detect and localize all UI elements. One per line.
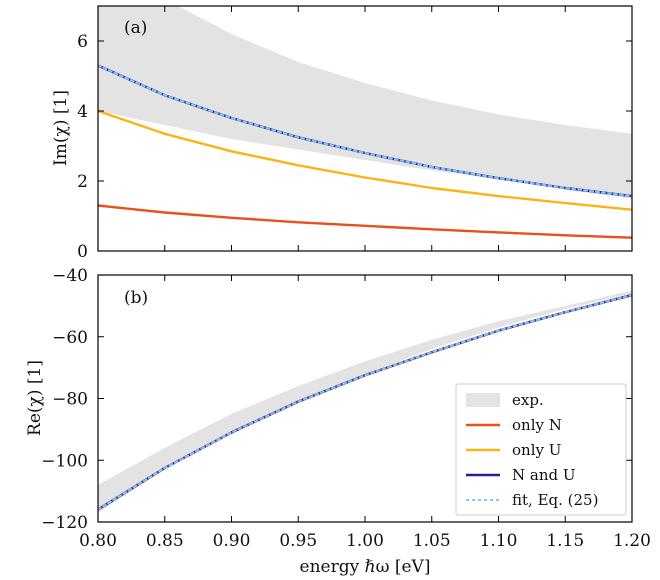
panel-b-ylabel: Re(χ) [1] [25, 360, 45, 436]
panel-b-ytick-label: −60 [52, 328, 88, 348]
panel-a-ylabel: Im(χ) [1] [51, 90, 71, 166]
legend-box [455, 383, 627, 516]
panel-b-xtick-label: 1.20 [613, 531, 651, 551]
panel-b-xtick-label: 1.05 [413, 531, 451, 551]
panel-b: 0.80 0.85 0.90 0.95 1.00 1.05 1.10 1.15 1.20 −120… [25, 266, 651, 577]
panel-b-ytick-label: −100 [41, 451, 88, 471]
panel-a-series-only-n [98, 204, 632, 239]
panel-b-label: (b) [124, 288, 148, 308]
panel-b-ytick-label: −80 [52, 390, 88, 410]
panel-b-xtick-label: 0.90 [213, 531, 251, 551]
legend-label-fit-eq-25: fit, Eq. (25) [512, 491, 598, 509]
panel-a-ytick-label: 4 [77, 102, 88, 122]
panel-a-ytick-label: 2 [77, 172, 88, 192]
panel-b-xtick-label: 0.95 [279, 531, 317, 551]
legend-label-only-u: only U [512, 441, 561, 459]
panel-b-xtick-label: 0.85 [146, 531, 184, 551]
panel-a: 0 2 4 6 (a) Im(χ) [1] [51, 5, 633, 262]
legend-label-only-n: only N [512, 416, 562, 434]
panel-b-xtick-label: 1.10 [480, 531, 518, 551]
panel-a-series-only-u [98, 109, 632, 211]
legend: exp. only N only U N and U fit, Eq. (25) [455, 383, 627, 516]
panel-b-ytick-label: −40 [52, 266, 88, 286]
panel-b-xtick-label: 0.80 [79, 531, 117, 551]
panel-b-xtick-label: 1.00 [346, 531, 384, 551]
panel-a-ytick-label: 0 [77, 242, 88, 262]
panel-a-exp-band [98, 6, 632, 199]
panel-a-series-fit-eq-25 [98, 64, 632, 198]
legend-label-n-and-u: N and U [512, 466, 576, 484]
panel-b-xtick-label: 1.15 [546, 531, 584, 551]
panel-a-ytick-label: 6 [77, 32, 88, 52]
legend-swatch-exp [466, 393, 500, 407]
legend-label-exp: exp. [512, 391, 544, 409]
panel-b-series-fit-eq-25 [98, 294, 632, 511]
panel-b-xlabel: energy ℏω [eV] [300, 557, 431, 577]
panel-b-ytick-label: −120 [41, 513, 88, 533]
panel-a-label: (a) [124, 18, 147, 38]
